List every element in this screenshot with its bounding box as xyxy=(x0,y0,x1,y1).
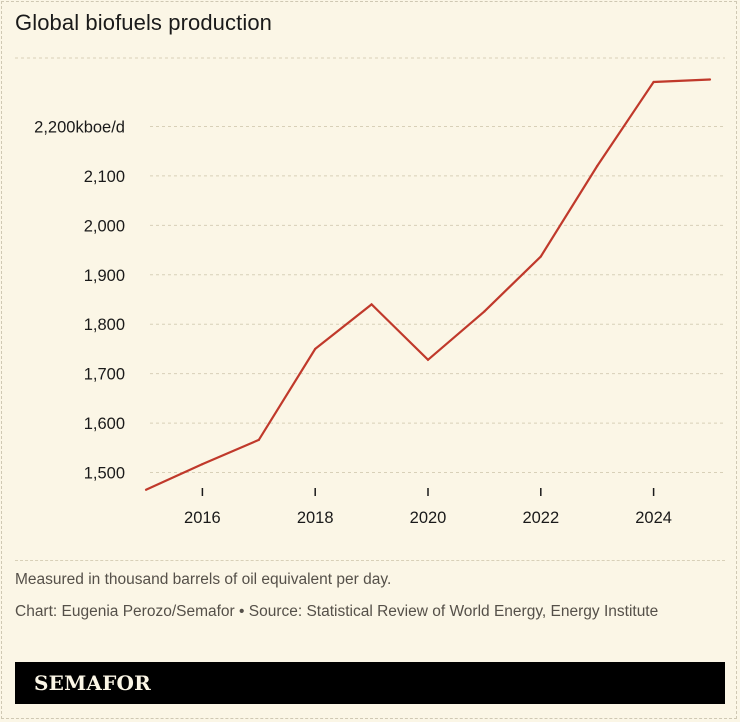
y-tick-label: 1,700 xyxy=(84,366,125,384)
brand-footer: SEMAFOR xyxy=(15,662,725,704)
y-tick-label: 2,000 xyxy=(84,217,125,235)
data-point xyxy=(483,310,486,313)
semafor-logo: SEMAFOR xyxy=(34,671,151,695)
x-tick-label: 2016 xyxy=(184,509,221,527)
data-point xyxy=(708,78,712,81)
data-point xyxy=(652,80,655,84)
data-point xyxy=(596,164,599,168)
biofuels-production-line xyxy=(145,78,711,491)
data-point xyxy=(257,438,260,441)
data-point xyxy=(201,462,204,466)
x-tick-label: 2018 xyxy=(297,509,334,527)
data-point xyxy=(314,347,317,351)
chart-title: Global biofuels production xyxy=(15,10,272,35)
data-point xyxy=(144,488,148,491)
line-chart: 1,500 1,600 1,700 1,800 1,900 2,000 2,100 2,200… xyxy=(15,57,725,527)
x-tick-label: 2024 xyxy=(635,509,672,527)
y-tick-label: 1,800 xyxy=(84,316,125,334)
divider xyxy=(15,560,725,561)
x-tick-label: 2022 xyxy=(522,509,559,527)
x-tick-label: 2020 xyxy=(410,509,447,527)
data-point xyxy=(426,358,430,361)
y-tick-label: 1,500 xyxy=(84,465,125,483)
y-tick-label: 2,100 xyxy=(84,168,125,186)
chart-note: Measured in thousand barrels of oil equi… xyxy=(15,571,392,588)
y-tick-label: 2,200kboe/d xyxy=(34,118,125,136)
data-point xyxy=(539,255,542,258)
y-tick-label: 1,600 xyxy=(84,415,125,433)
y-tick-label: 1,900 xyxy=(84,267,125,285)
chart-credit: Chart: Eugenia Perozo/Semafor • Source: … xyxy=(15,603,659,620)
data-point xyxy=(370,303,373,306)
